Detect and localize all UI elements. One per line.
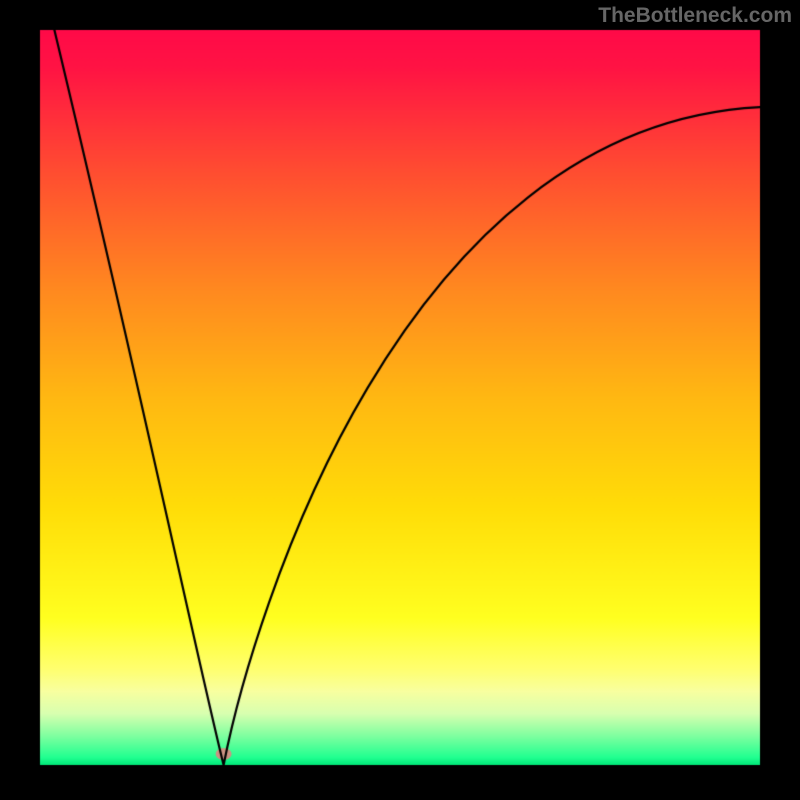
bottleneck-chart	[0, 0, 800, 800]
watermark-text: TheBottleneck.com	[598, 4, 792, 28]
